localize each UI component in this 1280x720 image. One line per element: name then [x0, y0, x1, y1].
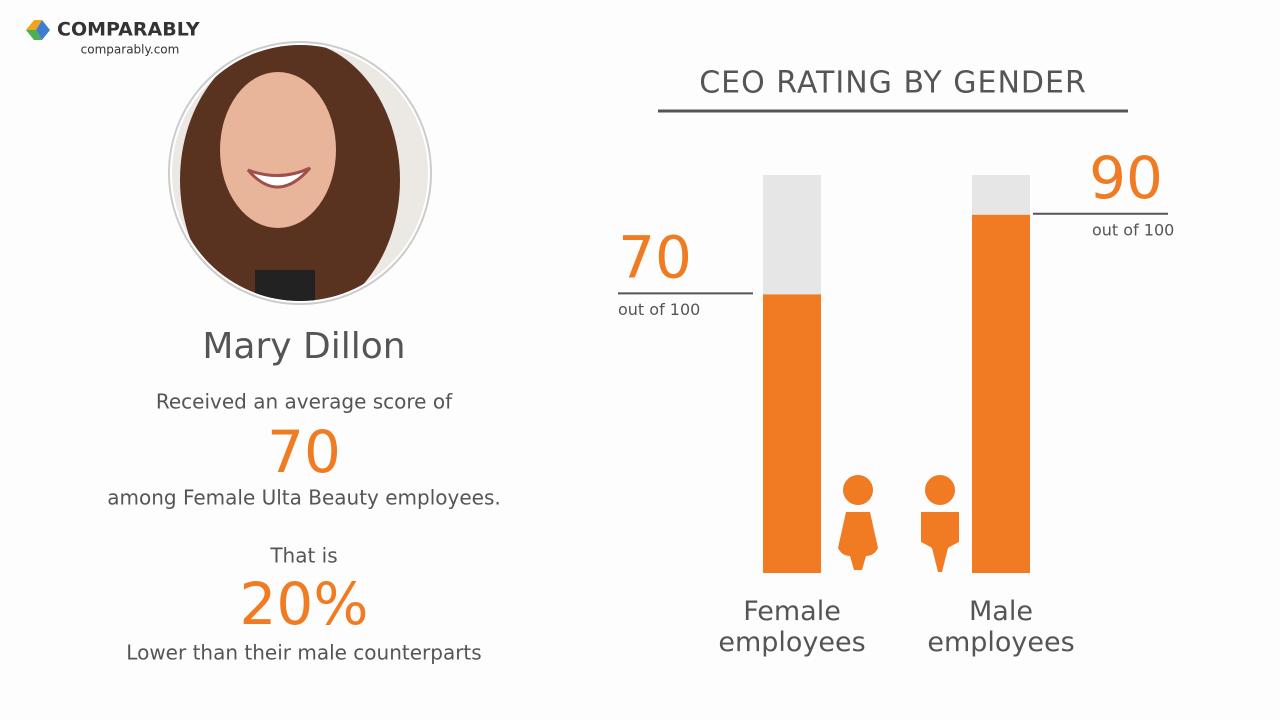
bar — [763, 294, 821, 573]
logo-icon — [26, 20, 50, 40]
value-annotation: out of 100 — [618, 300, 700, 319]
logo-brand: COMPARABLY — [57, 19, 200, 41]
comparison-text: Lower than their male counterparts — [126, 641, 481, 665]
male-icon — [921, 475, 959, 572]
difference-text: 20% — [240, 570, 369, 638]
chart-title: CEO RATING BY GENDER — [699, 66, 1087, 101]
score-text: 70 — [267, 418, 341, 486]
ceo-name: Mary Dillon — [202, 326, 405, 367]
portrait — [168, 41, 432, 305]
intro-text: Received an average score of — [156, 390, 453, 414]
value-label: 70 — [618, 224, 692, 292]
category-label: Male employees — [927, 596, 1075, 658]
value-label: 90 — [1089, 144, 1163, 212]
category-label: Female employees — [718, 596, 866, 658]
context-text: among Female Ulta Beauty employees. — [107, 486, 501, 510]
female-icon — [838, 475, 878, 570]
logo-site: comparably.com — [81, 43, 180, 57]
value-annotation: out of 100 — [1092, 220, 1174, 239]
lead-text: That is — [269, 544, 337, 568]
bar — [972, 214, 1030, 574]
